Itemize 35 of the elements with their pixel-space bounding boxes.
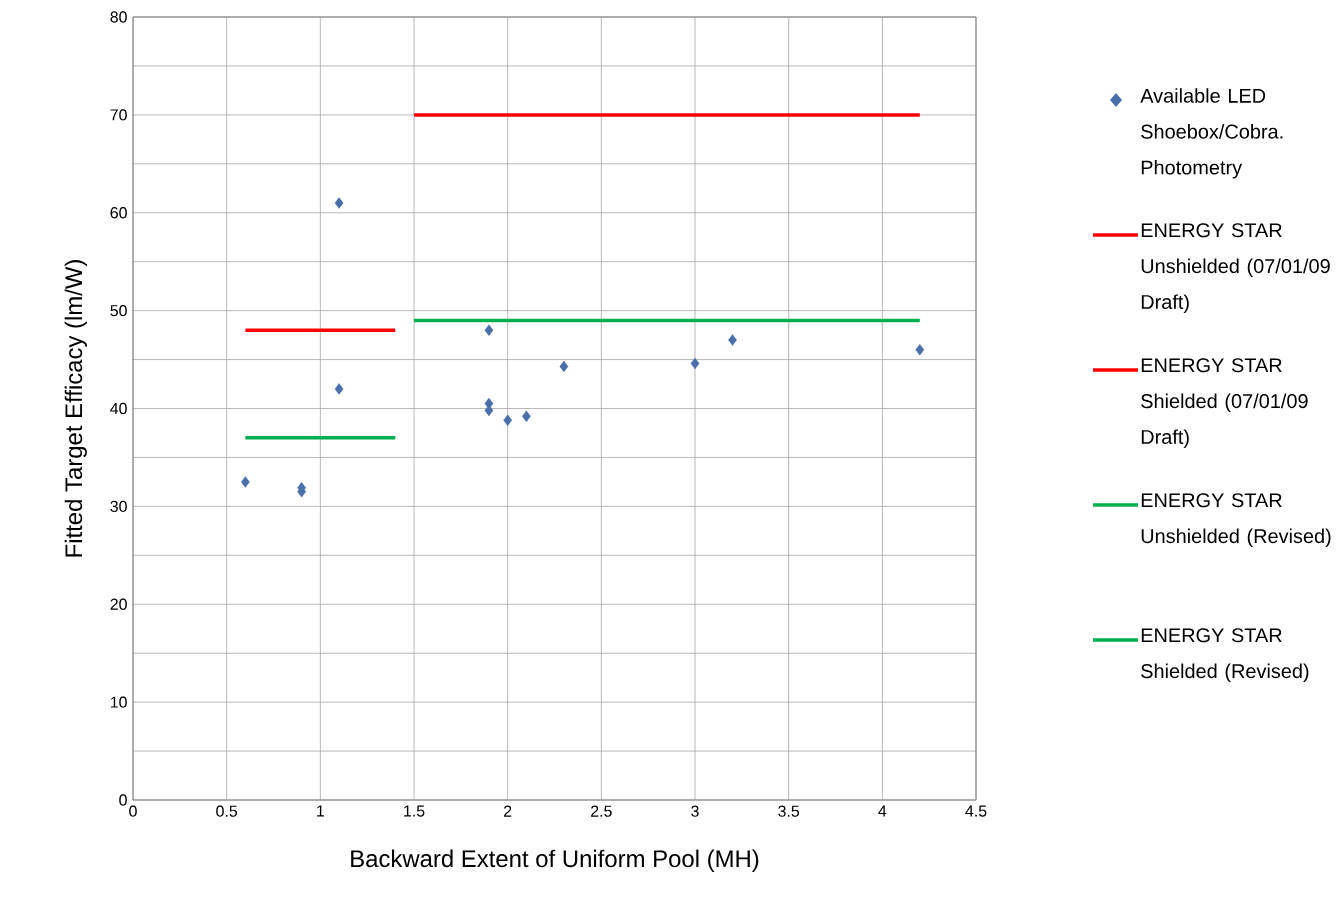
point xyxy=(559,360,569,373)
y-tick-label: 20 xyxy=(110,598,127,610)
x-tick-label: 4 xyxy=(878,805,887,817)
y-tick-label: 10 xyxy=(110,696,127,708)
point xyxy=(334,197,344,209)
point xyxy=(334,383,344,395)
y-tick-label: 70 xyxy=(110,109,127,121)
legend-label: Available LED Shoebox/Cobra. Photometry xyxy=(1140,88,1283,179)
point xyxy=(728,334,737,346)
point xyxy=(484,324,494,336)
y-tick-label: 80 xyxy=(110,11,127,23)
x-tick-label: 3 xyxy=(691,805,699,817)
x-tick-label: 1.5 xyxy=(404,805,425,817)
y-tick-label: 30 xyxy=(110,500,127,513)
legend-label: ENERGY STAR Unshielded (07/01/09 Draft) xyxy=(1141,223,1330,313)
legend-label: ENERGY STAR Unshielded (Revised) xyxy=(1141,493,1331,548)
legend-label: ENERGY STAR Shielded (Revised) xyxy=(1141,628,1309,683)
x-tick-label: 0 xyxy=(129,805,137,817)
x-tick-label: 0.5 xyxy=(216,805,238,817)
x-axis-title: Backward Extent of Uniform Pool (MH) xyxy=(351,849,759,872)
point xyxy=(503,414,512,426)
x-tick-label: 2.5 xyxy=(591,805,612,817)
y-tick-label: 60 xyxy=(110,207,127,219)
x-tick-label: 1 xyxy=(317,805,324,817)
x-tick-label: 3.5 xyxy=(778,805,800,817)
legend-label: ENERGY STAR Shielded (07/01/09 Draft) xyxy=(1141,358,1308,448)
y-axis-title: Fitted Target Efficacy (lm/W) xyxy=(64,260,87,557)
point xyxy=(690,357,700,370)
y-tick-label: 0 xyxy=(119,794,127,806)
x-tick-label: 4.5 xyxy=(965,805,987,817)
point xyxy=(241,476,250,488)
x-tick-label: 2 xyxy=(504,805,512,817)
y-tick-label: 50 xyxy=(110,304,127,317)
point xyxy=(915,344,925,356)
y-tick-label: 40 xyxy=(110,402,127,415)
